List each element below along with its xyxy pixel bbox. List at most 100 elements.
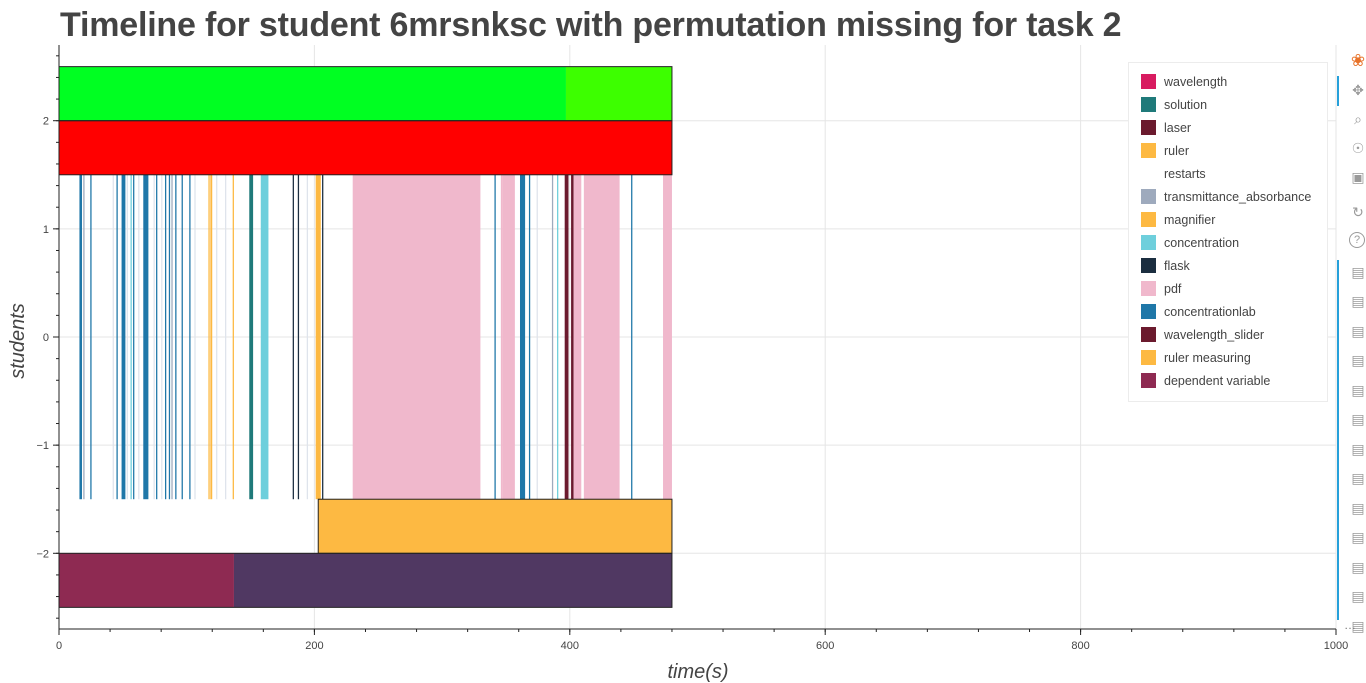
legend-swatch	[1141, 189, 1156, 204]
event-bar	[519, 174, 526, 500]
event-bar	[208, 174, 210, 500]
hover-icon[interactable]: ▤	[1351, 617, 1365, 634]
hover-icon[interactable]: ▤	[1351, 263, 1365, 280]
event-bar	[168, 174, 171, 500]
hover-icon[interactable]: ▤	[1351, 293, 1365, 309]
event-bar	[306, 174, 309, 500]
event-bar	[573, 174, 582, 500]
legend-item[interactable]: ruler measuring	[1141, 346, 1251, 369]
event-bar	[194, 174, 196, 500]
event-bar	[181, 174, 183, 500]
toolbar: ❀ ✥ ⌕ ☉ ▣ ↻? ▤ ▤ ▤ ▤ ▤ ▤ ▤ ▤ ▤ ▤ ▤ ▤ ▤	[1337, 46, 1366, 646]
event-bar	[112, 174, 114, 500]
event-bar	[583, 174, 620, 500]
legend-item[interactable]: ruler	[1141, 139, 1189, 162]
legend-item[interactable]: transmittance_absorbance	[1141, 185, 1311, 208]
event-bar	[116, 174, 118, 500]
hover-icon[interactable]: ▤	[1351, 499, 1365, 516]
event-bar	[571, 174, 574, 500]
axes: 0 200 400 600 800 1000 −2 −1 0 1 2	[36, 45, 1348, 652]
x-tick-label: 400	[561, 640, 579, 652]
timeline-segment	[318, 499, 672, 554]
event-bar	[161, 174, 163, 500]
event-bar	[557, 174, 559, 500]
x-tick-label: 1000	[1324, 640, 1348, 652]
timeline-bands	[59, 66, 672, 608]
x-tick-label: 600	[816, 640, 834, 652]
legend-item[interactable]: wavelength_slider	[1141, 323, 1264, 346]
event-bar	[83, 174, 85, 500]
hover-icon[interactable]: ▤	[1351, 352, 1365, 368]
legend-item[interactable]: flask	[1141, 254, 1190, 277]
legend-label: wavelength	[1164, 74, 1228, 89]
legend-swatch	[1141, 120, 1156, 135]
event-bar	[292, 174, 294, 500]
pan-icon[interactable]: ✥	[1352, 81, 1364, 98]
legend-swatch	[1141, 350, 1156, 365]
event-bar	[352, 174, 481, 500]
legend-label: concentration	[1164, 235, 1240, 250]
legend-label: laser	[1164, 120, 1192, 135]
save-icon[interactable]: ▣	[1351, 168, 1365, 185]
event-bar	[138, 174, 140, 500]
legend-swatch	[1141, 166, 1156, 181]
y-tick-label: 1	[43, 224, 49, 236]
event-bar	[663, 174, 672, 500]
wheel-zoom-icon[interactable]: ☉	[1351, 139, 1365, 156]
event-bar	[249, 174, 254, 500]
timeline-events	[79, 174, 672, 500]
band-outline	[317, 498, 673, 554]
legend-label: dependent variable	[1164, 373, 1271, 388]
y-tick-label: −2	[36, 548, 49, 560]
hover-icon[interactable]: ▤	[1351, 558, 1365, 575]
event-bar	[175, 174, 177, 500]
event-bar	[631, 174, 633, 500]
toolbar-more-indicator[interactable]: …	[1344, 618, 1356, 632]
y-tick-label: 2	[43, 116, 49, 128]
legend-swatch	[1141, 373, 1156, 388]
bokeh-logo-icon[interactable]: ❀	[1350, 51, 1366, 70]
y-tick-label: −1	[36, 440, 49, 452]
legend-label: magnifier	[1164, 212, 1216, 227]
legend-item[interactable]: dependent variable	[1141, 369, 1270, 392]
event-bar	[171, 174, 173, 500]
event-bar	[143, 174, 149, 500]
legend-item[interactable]: magnifier	[1141, 208, 1215, 231]
box-zoom-icon[interactable]: ⌕	[1354, 110, 1362, 127]
event-bar	[494, 174, 496, 500]
hover-icon[interactable]: ▤	[1351, 411, 1365, 427]
legend-swatch	[1141, 258, 1156, 273]
event-bar	[130, 174, 132, 500]
legend-label: restarts	[1164, 166, 1206, 181]
legend-item[interactable]: restarts	[1141, 162, 1206, 185]
hover-icon[interactable]: ▤	[1351, 440, 1365, 457]
legend-swatch	[1141, 212, 1156, 227]
legend-swatch	[1141, 304, 1156, 319]
help-icon[interactable]: ?	[1349, 232, 1365, 248]
event-bar	[156, 174, 158, 500]
reset-icon[interactable]: ↻	[1352, 203, 1364, 220]
hover-icon[interactable]: ▤	[1351, 322, 1365, 339]
legend-item[interactable]: concentration	[1141, 231, 1239, 254]
legend-label: ruler	[1164, 143, 1190, 158]
event-bar	[528, 174, 531, 500]
legend-label: pdf	[1164, 281, 1182, 296]
hover-icon[interactable]: ▤	[1351, 588, 1365, 604]
legend-item[interactable]: solution	[1141, 93, 1207, 116]
event-bar	[297, 174, 300, 500]
hover-icon[interactable]: ▤	[1351, 470, 1365, 486]
legend-item[interactable]: wavelength	[1141, 70, 1227, 93]
hover-icon[interactable]: ▤	[1351, 381, 1365, 398]
legend-swatch	[1141, 281, 1156, 296]
legend-item[interactable]: laser	[1141, 116, 1191, 139]
toolbar-separator-bottom	[1337, 260, 1339, 620]
legend-item[interactable]: concentrationlab	[1141, 300, 1256, 323]
event-bar	[121, 174, 126, 500]
hover-icon[interactable]: ▤	[1351, 529, 1365, 545]
event-bar	[90, 174, 92, 500]
event-bar	[164, 174, 167, 500]
event-bar	[315, 174, 321, 500]
legend-item[interactable]: pdf	[1141, 277, 1181, 300]
legend-swatch	[1141, 74, 1156, 89]
